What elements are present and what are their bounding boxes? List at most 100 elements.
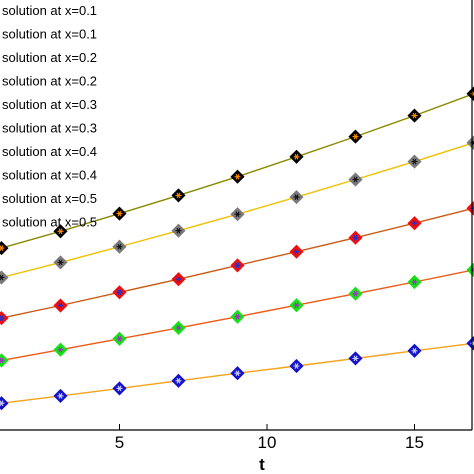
data-point-s3-9 [466,201,474,216]
data-point-s4-6 [289,190,304,205]
data-point-s2-7 [348,286,363,301]
series-markers [0,86,474,411]
star-marker [411,112,418,119]
data-point-s1-9 [466,336,474,351]
legend-entry: solution at x=0.1 [2,3,97,18]
data-point-s5-4 [171,188,186,203]
data-point-s1-1 [0,396,9,411]
star-marker [57,228,64,235]
data-point-s4-8 [407,154,422,169]
data-point-s1-7 [348,351,363,366]
star-marker [0,274,5,281]
star-marker [57,259,64,266]
data-point-s1-8 [407,343,422,358]
data-point-s1-2 [53,388,68,403]
x-axis-ticks: 5 10 15 [115,424,424,452]
legend-entry: solution at x=0.5 [2,191,97,206]
legend-entry: solution at x=0.1 [2,27,97,42]
star-marker [116,385,123,392]
star-marker [234,313,241,320]
legend-entry: solution at x=0.3 [2,97,97,112]
data-point-s2-3 [112,331,127,346]
data-point-s4-3 [112,239,127,254]
star-marker [234,370,241,377]
data-point-s2-9 [466,262,474,277]
data-point-s2-8 [407,274,422,290]
star-marker [411,220,418,227]
x-tick-label: 5 [115,433,124,452]
star-marker [175,192,182,199]
data-point-s2-2 [53,342,68,357]
data-point-s3-5 [230,258,245,273]
data-point-s3-1 [0,311,9,326]
data-point-s1-4 [171,373,186,388]
series-line-5 [0,93,474,250]
data-point-s4-4 [171,223,186,238]
star-marker [293,363,300,369]
star-marker [0,400,5,407]
data-point-s4-1 [0,270,9,285]
data-point-s3-4 [171,272,186,287]
star-marker [57,302,64,309]
star-marker [116,243,123,250]
star-marker [352,355,359,362]
data-point-s5-6 [289,149,304,164]
data-point-s5-9 [466,86,474,101]
axes [0,0,473,431]
star-marker [0,315,5,321]
data-point-s5-8 [407,108,422,123]
x-tick-label: 10 [258,433,277,452]
star-marker [411,279,418,285]
star-marker [0,357,5,364]
data-point-s1-3 [112,381,127,396]
x-tick-label: 15 [405,433,424,452]
legend-entry: solution at x=0.2 [2,50,97,65]
star-marker [411,158,418,165]
data-point-s3-3 [112,285,127,300]
star-marker [352,133,359,140]
star-marker [352,234,359,241]
data-point-s5-7 [348,129,363,144]
star-marker [175,276,182,283]
star-marker [116,289,123,296]
star-marker [293,248,300,255]
legend-entry: solution at x=0.5 [2,215,97,230]
star-marker [411,347,418,354]
data-point-s4-5 [230,207,245,222]
legend-entry: solution at x=0.3 [2,121,97,136]
star-marker [57,346,64,353]
data-point-s2-1 [0,353,9,368]
data-point-s3-2 [53,298,68,313]
star-marker [0,245,5,251]
data-point-s5-1 [0,241,9,256]
x-axis-label: t [259,455,265,474]
series-line-1 [0,342,474,405]
star-marker [175,325,182,331]
series-line-2 [0,269,474,362]
data-point-s1-6 [289,358,304,374]
star-marker [116,335,123,342]
star-marker [175,377,182,384]
legend-entry: solution at x=0.4 [2,144,97,159]
star-marker [293,194,300,200]
star-marker [352,290,359,297]
data-point-s2-6 [289,298,304,313]
star-marker [175,227,182,234]
data-point-s4-9 [466,135,474,150]
data-point-s3-6 [289,244,304,259]
legend-entry: solution at x=0.2 [2,74,97,89]
star-marker [57,393,64,399]
series-line-4 [0,142,474,279]
star-marker [116,210,123,217]
data-point-s2-5 [230,309,245,324]
star-marker [234,173,241,180]
data-point-s4-2 [53,255,68,270]
data-point-s5-2 [53,224,68,239]
data-point-s2-4 [171,320,186,335]
data-point-s5-3 [112,206,127,221]
data-point-s3-8 [407,216,422,231]
data-point-s5-5 [230,169,245,184]
series-lines [0,93,474,405]
star-marker [293,302,300,309]
